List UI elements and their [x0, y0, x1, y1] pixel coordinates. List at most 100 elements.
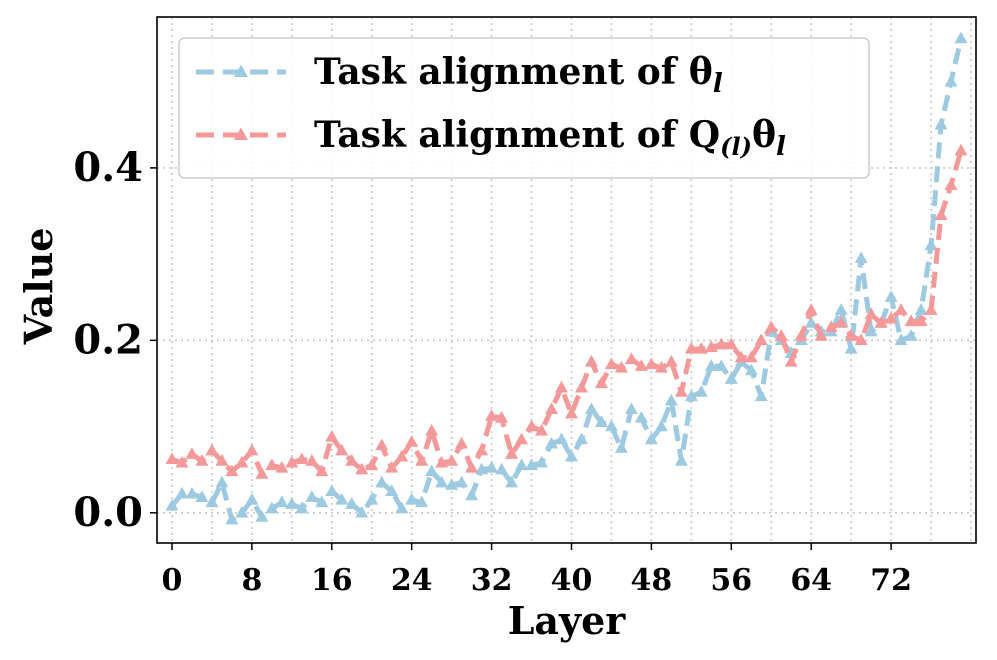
data-point: [425, 423, 439, 436]
data-point: [165, 498, 179, 511]
data-point: [884, 290, 898, 302]
x-tick-label: 40: [551, 563, 593, 598]
data-point: [954, 31, 968, 44]
data-point: [505, 447, 519, 459]
data-point: [385, 484, 399, 496]
legend-label-theta: θ: [752, 114, 776, 156]
x-tick-label: 0: [162, 563, 183, 598]
data-point: [814, 329, 828, 341]
data-point: [844, 329, 858, 341]
data-point: [764, 320, 778, 333]
data-point: [724, 337, 738, 350]
x-tick-label: 32: [471, 563, 513, 598]
series-1: [165, 31, 968, 525]
data-point: [804, 303, 818, 315]
data-point: [824, 320, 838, 333]
legend-label-subscript-q: (l): [720, 132, 752, 161]
data-point: [634, 359, 648, 371]
data-point: [315, 464, 329, 477]
data-point: [944, 74, 958, 87]
data-point: [654, 360, 668, 373]
data-point: [834, 303, 848, 315]
data-point: [934, 208, 948, 221]
data-point: [485, 409, 499, 421]
data-point: [185, 447, 199, 459]
x-tick-label: 16: [311, 563, 353, 598]
data-point: [894, 303, 908, 315]
data-point: [704, 359, 718, 371]
data-point: [175, 486, 189, 499]
data-point: [295, 501, 309, 514]
data-point: [305, 454, 319, 466]
data-point: [465, 460, 479, 473]
data-point: [445, 454, 459, 466]
data-point: [604, 419, 618, 432]
data-point: [265, 501, 279, 514]
data-point: [375, 475, 389, 488]
legend-label-series-2: Task alignment of Q(l)θl: [314, 114, 786, 162]
data-point: [784, 354, 798, 367]
plot-frame: [156, 16, 977, 544]
data-point: [435, 475, 449, 488]
data-point: [914, 303, 928, 315]
data-point: [664, 354, 678, 367]
data-point: [485, 460, 499, 473]
data-point: [235, 505, 249, 518]
data-point: [624, 402, 638, 415]
legend-box: [178, 37, 870, 179]
data-point: [305, 490, 319, 502]
data-point: [525, 419, 539, 432]
data-point: [385, 460, 399, 473]
data-point: [584, 402, 598, 415]
data-point: [535, 423, 549, 436]
legend-triangle: [234, 64, 248, 78]
x-tick-label: 64: [790, 563, 832, 598]
data-point: [365, 458, 379, 471]
data-point: [335, 492, 349, 505]
y-tick-label: 0.4: [73, 144, 143, 191]
data-point: [225, 464, 239, 477]
y-axis-title: Value: [16, 228, 61, 346]
x-tick-label: 8: [241, 563, 262, 598]
data-point: [674, 454, 688, 466]
data-point: [415, 495, 429, 508]
data-point: [714, 337, 728, 350]
data-point: [674, 385, 688, 397]
data-point: [834, 316, 848, 328]
data-point: [515, 432, 529, 445]
data-point: [215, 475, 229, 488]
data-point: [614, 441, 628, 453]
data-point: [435, 455, 449, 468]
data-point: [525, 458, 539, 471]
y-tick-label: 0.2: [73, 316, 143, 363]
legend: Task alignment of θl Task alignment of Q…: [178, 37, 870, 179]
data-point: [714, 359, 728, 371]
data-point: [315, 495, 329, 508]
x-tick-label: 48: [631, 563, 673, 598]
data-point: [455, 475, 469, 488]
y-tick-label: 0.0: [73, 489, 143, 536]
data-point: [245, 492, 259, 505]
data-point: [495, 410, 509, 423]
data-point: [884, 311, 898, 324]
data-point: [604, 357, 618, 370]
data-point: [734, 350, 748, 363]
x-tick-label: 24: [391, 563, 433, 598]
data-point: [215, 454, 229, 466]
x-axis-title: Layer: [508, 598, 627, 643]
data-point: [694, 341, 708, 354]
legend-triangle: [234, 127, 248, 141]
legend-marker-series-1: [196, 64, 286, 78]
data-point: [405, 435, 419, 447]
data-point: [864, 324, 878, 337]
data-point: [644, 357, 658, 370]
data-point: [295, 452, 309, 465]
data-point: [754, 389, 768, 402]
data-point: [864, 307, 878, 320]
data-point: [465, 488, 479, 501]
data-point: [165, 452, 179, 465]
data-point: [684, 341, 698, 354]
data-point: [355, 505, 369, 518]
x-tick-label: 72: [870, 563, 912, 598]
